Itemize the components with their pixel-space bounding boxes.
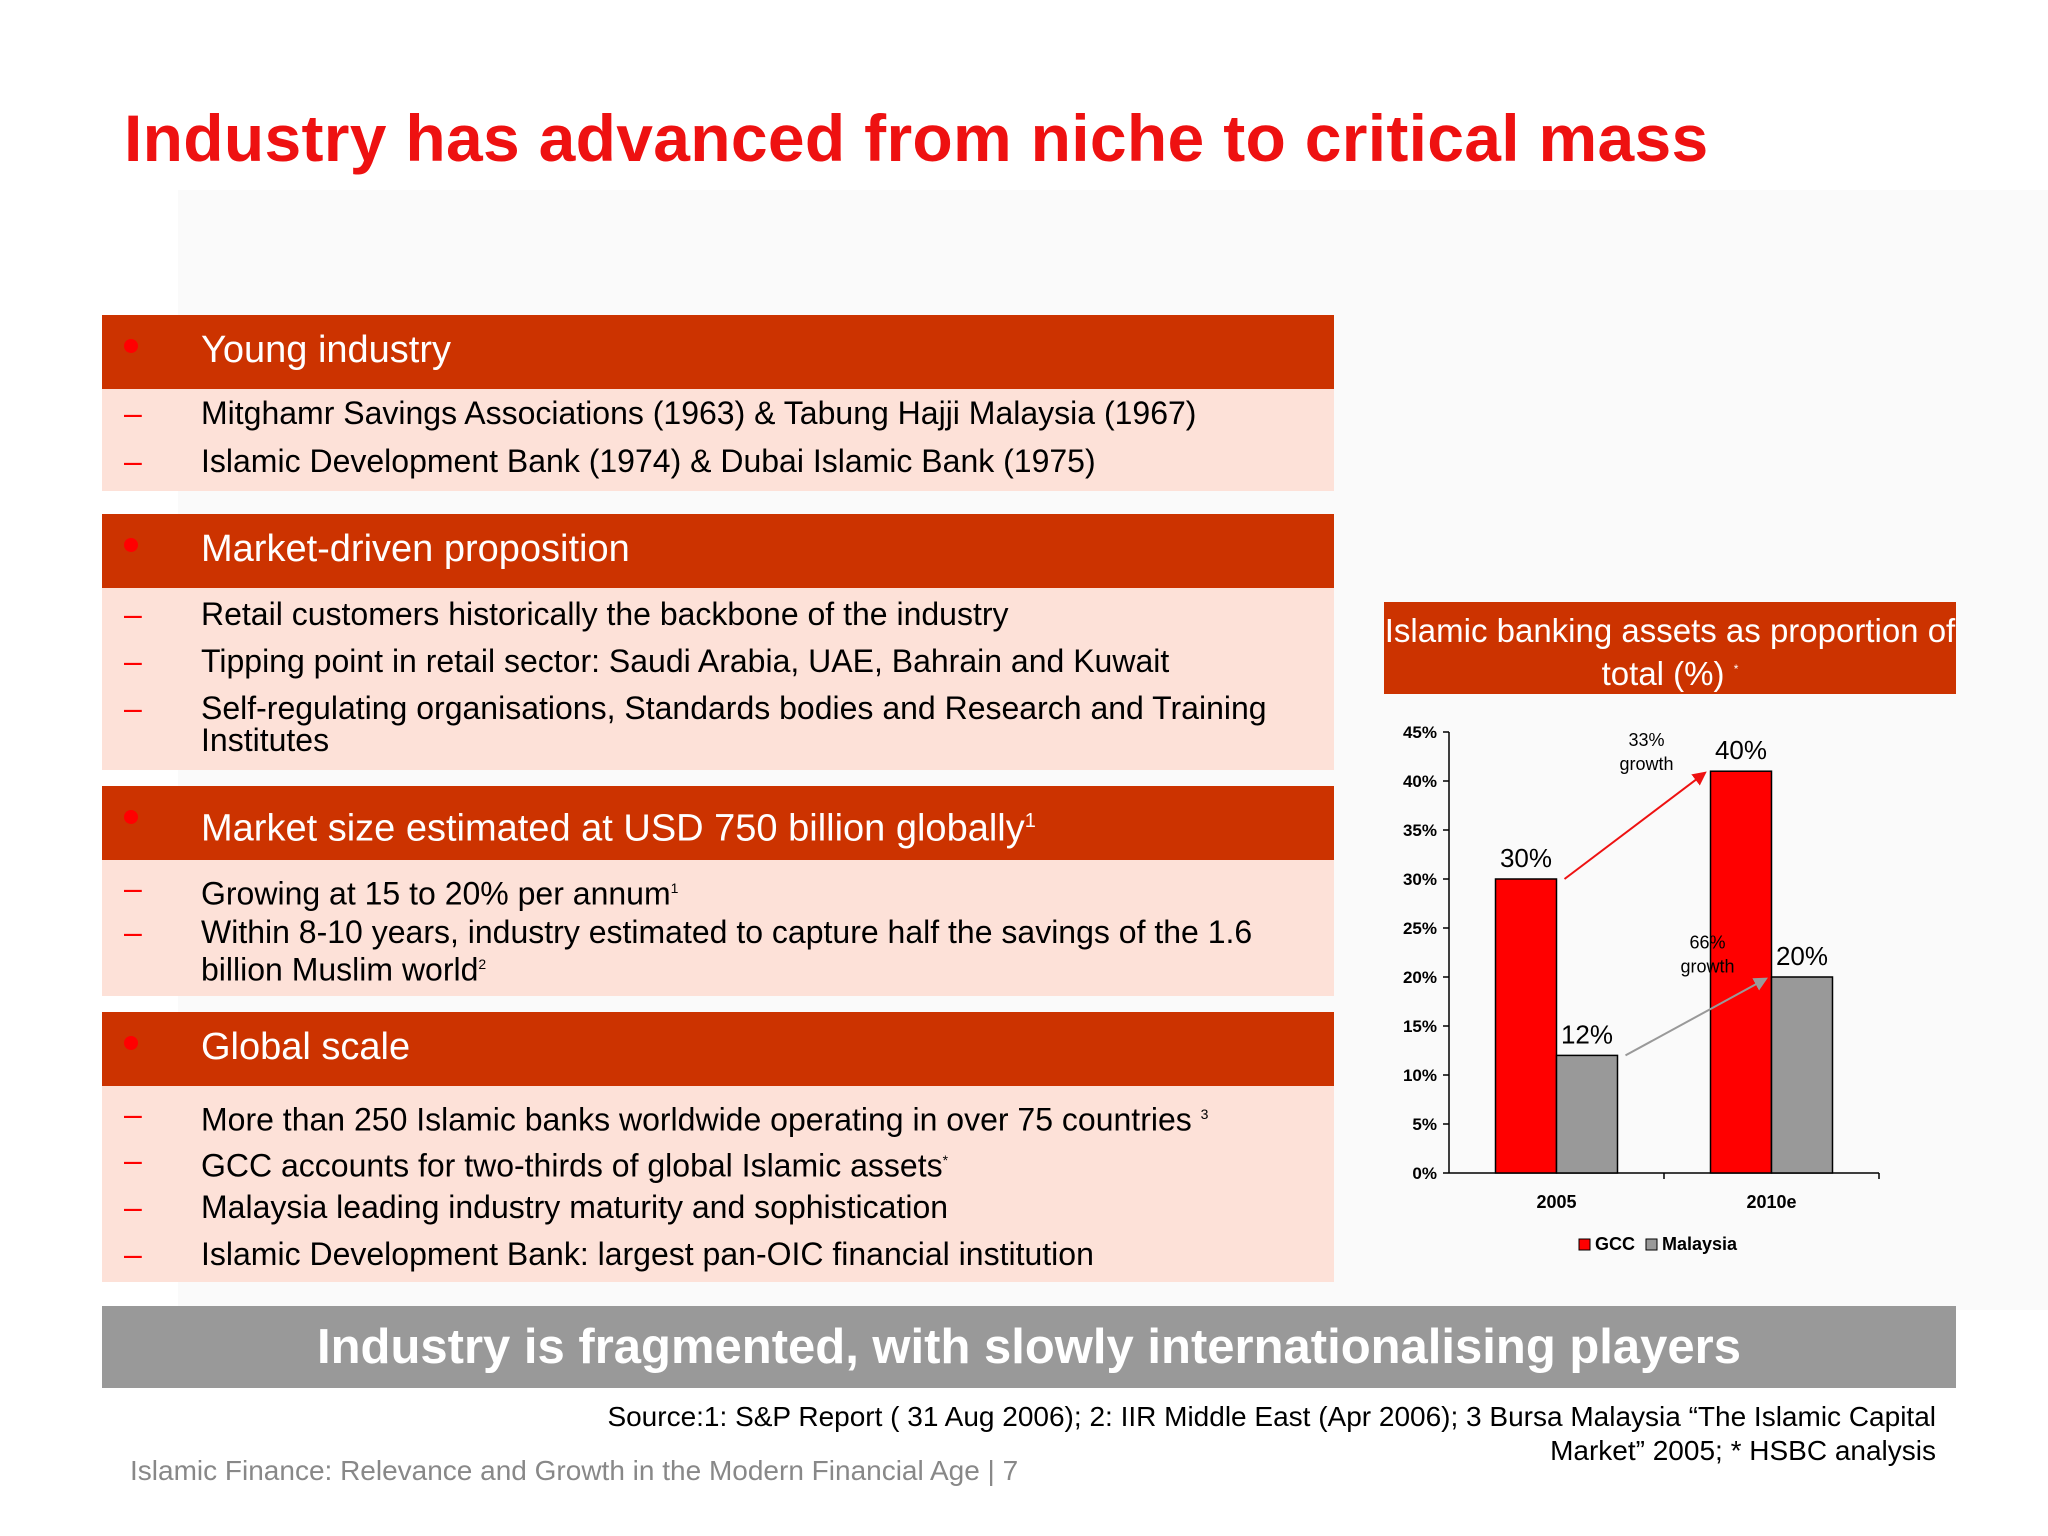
bar-gcc-2005 xyxy=(1494,878,1558,1174)
section-heading: Global scale xyxy=(201,1026,411,1068)
growth-arrow xyxy=(1625,977,1768,1057)
data-label: 40% xyxy=(1715,735,1767,765)
bullet-icon xyxy=(124,339,138,353)
list-item-text: Tipping point in retail sector: Saudi Ar… xyxy=(201,643,1170,679)
bullet-icon xyxy=(124,1036,138,1050)
section-header: Young industry xyxy=(102,315,1334,389)
dash-icon: – xyxy=(124,395,142,431)
source-line: Source:1: S&P Report ( 31 Aug 2006); 2: … xyxy=(607,1401,1936,1432)
data-label: 30% xyxy=(1500,843,1552,873)
growth-label: growth xyxy=(1680,957,1734,977)
y-tick-label: 0% xyxy=(1412,1164,1437,1183)
section-body: – Retail customers historically the back… xyxy=(102,588,1334,770)
list-item-text: Islamic Development Bank (1974) & Dubai … xyxy=(201,443,1096,479)
data-label: 20% xyxy=(1776,941,1828,971)
y-tick-label: 35% xyxy=(1403,821,1437,840)
section-heading: Market-driven proposition xyxy=(201,528,630,570)
section-heading: Market size estimated at USD 750 billion… xyxy=(201,807,1036,850)
footnote-marker: 3 xyxy=(1200,1106,1209,1122)
section-body: – Mitghamr Savings Associations (1963) &… xyxy=(102,389,1334,491)
data-label: 12% xyxy=(1561,1019,1613,1049)
list-item-text: Growing at 15 to 20% per annum1 xyxy=(201,875,679,912)
legend-swatch xyxy=(1645,1238,1658,1251)
legend-swatch xyxy=(1578,1238,1591,1251)
bottom-banner: Industry is fragmented, with slowly inte… xyxy=(102,1306,1956,1388)
list-item-text: Malaysia leading industry maturity and s… xyxy=(201,1189,949,1225)
section-global-scale: Global scale – More than 250 Islamic ban… xyxy=(102,1012,1334,1282)
dash-icon: – xyxy=(124,643,142,679)
growth-arrow xyxy=(1563,771,1707,880)
y-tick-label: 25% xyxy=(1403,919,1437,938)
footnote-marker: 1 xyxy=(1024,810,1036,832)
y-tick-label: 40% xyxy=(1403,772,1437,791)
y-tick-label: 10% xyxy=(1403,1066,1437,1085)
list-item-text: Mitghamr Savings Associations (1963) & T… xyxy=(201,395,1197,431)
growth-label: growth xyxy=(1619,754,1673,774)
y-tick-label: 45% xyxy=(1403,723,1437,742)
dash-icon: – xyxy=(124,1096,142,1132)
y-tick-label: 15% xyxy=(1403,1017,1437,1036)
list-item-text: Within 8-10 years, industry estimated to… xyxy=(201,914,1253,988)
section-market-size: Market size estimated at USD 750 billion… xyxy=(102,786,1334,996)
growth-label: 33% xyxy=(1628,730,1664,750)
x-tick-label: 2010e xyxy=(1746,1192,1796,1212)
footnote-marker: * xyxy=(942,1152,949,1168)
bullet-icon xyxy=(124,810,138,824)
source-line: Market” 2005; * HSBC analysis xyxy=(1550,1435,1936,1466)
section-market-driven: Market-driven proposition – Retail custo… xyxy=(102,514,1334,770)
section-young-industry: Young industry – Mitghamr Savings Associ… xyxy=(102,315,1334,491)
footnote-marker: 1 xyxy=(670,880,679,896)
dash-icon: – xyxy=(124,596,142,632)
footer-text: Islamic Finance: Relevance and Growth in… xyxy=(130,1455,1019,1486)
dash-icon: – xyxy=(124,690,142,726)
section-body: – More than 250 Islamic banks worldwide … xyxy=(102,1086,1334,1282)
dash-icon: – xyxy=(124,1142,142,1178)
bar-malaysia-2010e xyxy=(1770,976,1834,1174)
page-title: Industry has advanced from niche to crit… xyxy=(124,101,1709,175)
list-item-text: GCC accounts for two-thirds of global Is… xyxy=(201,1147,949,1184)
list-item-text: More than 250 Islamic banks worldwide op… xyxy=(201,1101,1209,1138)
list-item-text: Self-regulating organisations, Standards… xyxy=(201,690,1267,758)
chart-title: Islamic banking assets as proportion of … xyxy=(1384,602,1956,694)
legend-label: Malaysia xyxy=(1662,1234,1738,1254)
footnote-marker: * xyxy=(1733,662,1739,676)
y-tick-label: 20% xyxy=(1403,968,1437,987)
bar-malaysia-2005 xyxy=(1555,1054,1619,1174)
bullet-icon xyxy=(124,538,138,552)
section-header: Global scale xyxy=(102,1012,1334,1086)
section-heading: Young industry xyxy=(201,329,452,371)
section-header: Market size estimated at USD 750 billion… xyxy=(102,786,1334,860)
legend-label: GCC xyxy=(1595,1234,1635,1254)
dash-icon: – xyxy=(124,914,142,950)
source-note: Source:1: S&P Report ( 31 Aug 2006); 2: … xyxy=(520,1400,1936,1468)
y-tick-label: 5% xyxy=(1412,1115,1437,1134)
dash-icon: – xyxy=(124,1189,142,1225)
list-item-text: Retail customers historically the backbo… xyxy=(201,596,1009,632)
footnote-marker: 2 xyxy=(478,956,487,972)
bar-chart: 0% 5% 10% 15% 20% 25% 30% 35% 40% 45% 2005 30% 12% 20… xyxy=(1403,723,1880,1254)
dash-icon: – xyxy=(124,443,142,479)
dash-icon: – xyxy=(124,870,142,906)
list-item-text: Islamic Development Bank: largest pan-OI… xyxy=(201,1236,1094,1272)
bar-gcc-2010e xyxy=(1709,770,1773,1174)
dash-icon: – xyxy=(124,1236,142,1272)
section-header: Market-driven proposition xyxy=(102,514,1334,588)
section-body: – Growing at 15 to 20% per annum1 – With… xyxy=(102,860,1334,996)
growth-label: 66% xyxy=(1689,933,1725,953)
y-tick-label: 30% xyxy=(1403,870,1437,889)
x-tick-label: 2005 xyxy=(1536,1192,1576,1212)
